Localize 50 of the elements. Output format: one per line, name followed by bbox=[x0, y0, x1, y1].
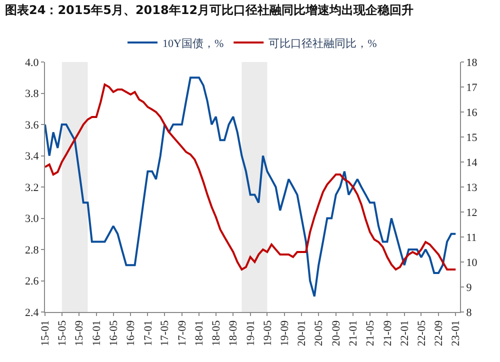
y2-tick-label: 17 bbox=[466, 82, 478, 94]
y2-tick-label: 13 bbox=[466, 182, 478, 194]
legend-label: 10Y国债，% bbox=[162, 38, 224, 50]
y2-tick-label: 10 bbox=[466, 256, 478, 269]
x-tick-label: 19-09 bbox=[279, 320, 292, 346]
x-tick-label: 16-05 bbox=[108, 320, 120, 346]
x-tick-label: 23-01 bbox=[450, 320, 462, 346]
line-series bbox=[45, 76, 457, 298]
y-tick-label: 3.2 bbox=[25, 182, 39, 194]
x-tick-label: 20-05 bbox=[313, 320, 326, 346]
x-tick-label: 16-01 bbox=[90, 320, 103, 346]
x-tick-label: 15-05 bbox=[56, 320, 68, 346]
y2-tick-label: 14 bbox=[466, 156, 478, 169]
y2-tick-label: 12 bbox=[466, 206, 478, 219]
x-tick-label: 20-09 bbox=[330, 320, 342, 346]
x-tick-label: 21-01 bbox=[348, 320, 360, 346]
x-tick-label: 18-05 bbox=[210, 320, 222, 346]
x-tick-label: 22-01 bbox=[398, 320, 411, 346]
x-tick-label: 21-05 bbox=[364, 320, 376, 346]
x-tick-label: 21-09 bbox=[382, 320, 394, 346]
chart-title: 图表24：2015年5月、2018年12月可比口径社融同比增速均出现企稳回升 bbox=[5, 2, 414, 17]
x-tick-label: 18-01 bbox=[194, 320, 206, 346]
x-tick-label: 17-09 bbox=[176, 320, 188, 346]
y-tick-label: 3.0 bbox=[25, 213, 40, 226]
y2-tick-label: 16 bbox=[466, 106, 478, 119]
y-tick-label: 2.8 bbox=[25, 244, 40, 256]
x-tick-label: 17-01 bbox=[142, 320, 154, 346]
y2-tick-label: 8 bbox=[466, 306, 472, 319]
x-tick-label: 15-09 bbox=[74, 320, 86, 346]
x-tick-label: 19-01 bbox=[244, 320, 257, 346]
x-tick-label: 22-05 bbox=[416, 320, 428, 346]
y-tick-label: 3.8 bbox=[25, 88, 40, 100]
y-tick-label: 4.0 bbox=[25, 56, 40, 69]
legend-label: 可比口径社融同比，% bbox=[268, 36, 377, 50]
y2-tick-label: 18 bbox=[466, 56, 478, 69]
x-tick-label: 18-09 bbox=[228, 320, 240, 346]
x-tick-label: 15-01 bbox=[40, 320, 52, 346]
x-tick-label: 17-05 bbox=[159, 320, 172, 346]
y-tick-label: 3.6 bbox=[25, 119, 40, 132]
x-tick-label: 20-01 bbox=[296, 320, 308, 346]
line-series bbox=[45, 84, 457, 270]
y-tick-label: 2.6 bbox=[25, 276, 40, 288]
y-tick-label: 2.4 bbox=[25, 306, 40, 319]
y2-tick-label: 9 bbox=[466, 282, 472, 294]
x-tick-label: 22-09 bbox=[433, 320, 446, 346]
y2-tick-label: 15 bbox=[466, 132, 478, 144]
y-tick-label: 3.4 bbox=[25, 150, 40, 163]
x-tick-label: 19-05 bbox=[262, 320, 274, 346]
y2-tick-label: 11 bbox=[466, 232, 477, 244]
x-tick-label: 16-09 bbox=[125, 320, 138, 346]
